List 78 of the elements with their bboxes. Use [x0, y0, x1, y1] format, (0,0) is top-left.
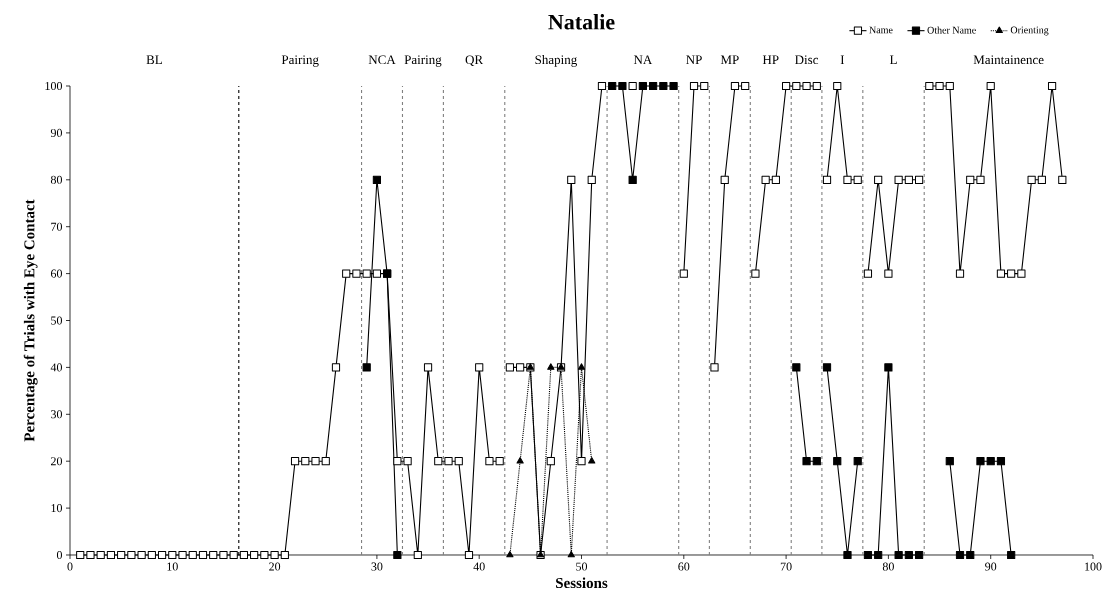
y-tick-label: 30 — [51, 410, 62, 419]
y-tick-label: 100 — [45, 81, 62, 91]
point — [996, 457, 1006, 466]
point — [362, 363, 371, 372]
point — [638, 81, 647, 91]
point — [1007, 550, 1016, 560]
point — [863, 550, 873, 560]
text: Pairing — [404, 55, 442, 67]
y-tick-label: 20 — [51, 457, 62, 466]
x-tick-label: 100 — [1085, 562, 1102, 571]
x-tick-label: 60 — [678, 562, 690, 571]
point — [577, 363, 586, 370]
text: BL — [146, 55, 162, 65]
y-tick-label: 0 — [56, 550, 62, 560]
legend-label: Other Name — [927, 26, 976, 34]
point — [986, 457, 995, 466]
x-tick-label: 90 — [985, 562, 997, 571]
text: Shaping — [535, 54, 577, 67]
point — [649, 81, 658, 91]
point — [659, 81, 668, 91]
point — [884, 363, 893, 372]
point — [628, 175, 637, 184]
point — [608, 81, 617, 91]
x-tick-label: 30 — [371, 562, 383, 571]
point — [843, 550, 852, 560]
point — [966, 550, 975, 560]
text: MP — [720, 55, 739, 64]
point — [393, 550, 402, 560]
point — [618, 81, 627, 91]
text: Pairing — [281, 55, 319, 67]
point — [567, 550, 575, 558]
point — [945, 457, 954, 466]
point — [874, 550, 883, 560]
y-tick-label: 70 — [51, 222, 62, 231]
point — [372, 175, 381, 184]
legend-label: Orienting — [1010, 26, 1049, 36]
y-tick-label: 10 — [51, 504, 62, 513]
point — [914, 550, 924, 560]
text: Disc — [795, 55, 819, 65]
point — [516, 457, 524, 464]
text: Maintainence — [973, 55, 1044, 65]
point — [822, 363, 832, 372]
text: QR — [465, 55, 484, 67]
point — [812, 457, 821, 466]
x-tick-label: 10 — [167, 562, 178, 571]
text: L — [889, 55, 897, 64]
x-tick-label: 50 — [576, 562, 588, 571]
x-tick-label: 40 — [473, 562, 485, 571]
point — [833, 457, 842, 466]
point — [894, 550, 903, 560]
point — [955, 550, 965, 560]
y-tick-label: 90 — [50, 128, 62, 137]
y-tick-label: 50 — [51, 316, 62, 325]
y-tick-label: 40 — [50, 363, 62, 372]
x-tick-label: 80 — [882, 562, 894, 571]
text: NP — [686, 55, 702, 64]
text: NCA — [368, 55, 396, 65]
x-tick-label: 0 — [67, 562, 73, 571]
x-tick-label: 70 — [780, 562, 792, 571]
point — [547, 363, 555, 370]
y-tick-label: 80 — [50, 175, 62, 184]
legend-label: Name — [869, 26, 893, 34]
text: I — [840, 55, 845, 64]
point — [792, 363, 801, 372]
x-axis-title: Sessions — [556, 577, 608, 589]
y-axis-title: Percentage of Trials with Eye Contact — [23, 199, 38, 442]
chart-title: Natalie — [548, 14, 615, 30]
point — [506, 550, 514, 558]
point — [669, 81, 678, 91]
point — [588, 457, 596, 464]
point — [976, 457, 985, 466]
point — [853, 457, 862, 466]
x-tick-label: 20 — [269, 562, 281, 571]
y-tick-label: 60 — [50, 269, 62, 278]
point — [802, 457, 811, 466]
text: NA — [633, 55, 653, 64]
text: HP — [762, 55, 779, 64]
point — [904, 550, 913, 560]
